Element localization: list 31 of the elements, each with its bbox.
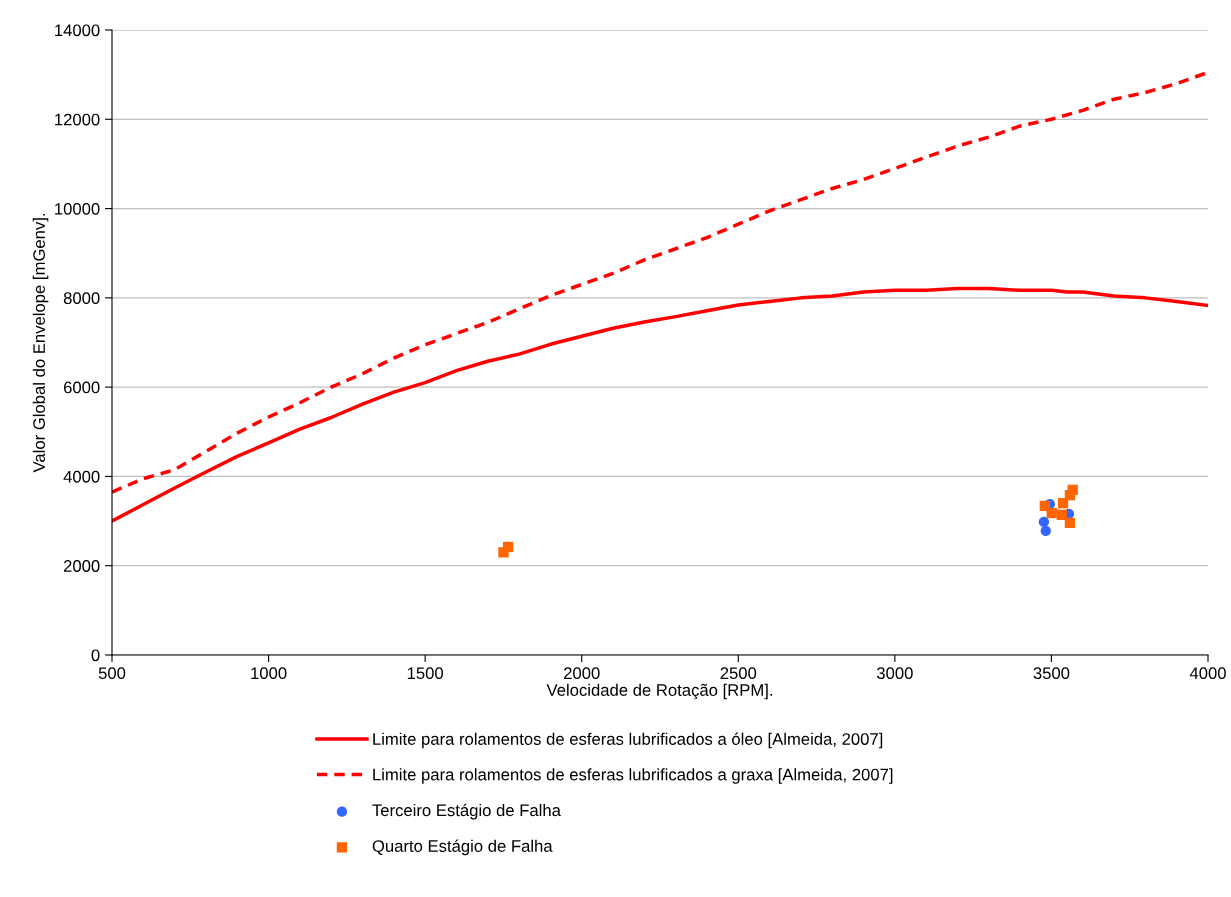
legend-label: Limite para rolamentos de esferas lubrificados a óleo [Almeida, 2007] (373, 732, 883, 749)
y-tick-label: 12000 (55, 113, 100, 126)
y-tick-label: 8000 (63, 292, 100, 305)
point (1056, 509, 1067, 520)
point (1038, 516, 1050, 528)
x-axis-title: Velocidade de Rotação [RPM]. (546, 683, 772, 700)
point (1040, 525, 1051, 537)
legend-label: Terceiro Estágio de Falha (372, 803, 561, 820)
y-tick-label: 6000 (63, 381, 100, 394)
x-tick-label: 3000 (876, 667, 913, 680)
point (502, 541, 514, 553)
y-tick-label: 10000 (55, 202, 100, 215)
point (1064, 517, 1076, 529)
legend-label: Quarto Estágio de Falha (372, 839, 553, 856)
point (1046, 507, 1057, 519)
y-axis-title: Valor Global do Envelope [mGenv]. (32, 214, 49, 473)
x-tick-label: 2500 (720, 667, 757, 680)
legend-label: Limite para rolamentos de esferas lubrificados a graxa [Almeida, 2007] (373, 768, 893, 784)
line-series (112, 286, 1208, 523)
y-tick-label: 14000 (55, 24, 100, 37)
x-tick-label: 1500 (407, 667, 444, 680)
x-tick-label: 2000 (564, 667, 600, 680)
y-tick-label: 4000 (63, 470, 100, 483)
x-tick-label: 4000 (1189, 667, 1226, 680)
point (1057, 498, 1069, 509)
y-tick-label: 0 (91, 649, 100, 662)
x-tick-label: 3500 (1033, 667, 1070, 680)
x-tick-label: 500 (98, 667, 126, 680)
x-tick-label: 1000 (251, 667, 287, 680)
y-tick-label: 2000 (63, 560, 100, 572)
line-series (112, 70, 1208, 494)
